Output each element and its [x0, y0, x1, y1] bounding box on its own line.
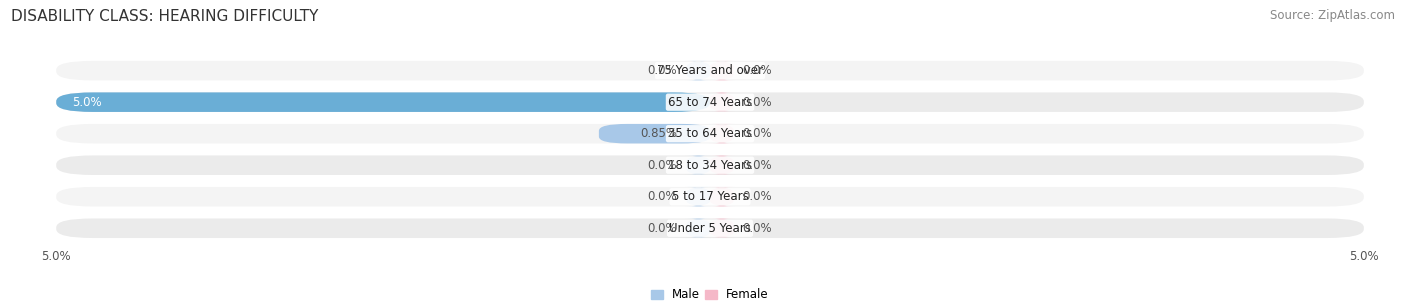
Text: 0.0%: 0.0%: [648, 190, 678, 203]
FancyBboxPatch shape: [56, 187, 1364, 206]
Text: Under 5 Years: Under 5 Years: [669, 222, 751, 235]
FancyBboxPatch shape: [599, 124, 710, 143]
Text: 75 Years and over: 75 Years and over: [657, 64, 763, 77]
Text: 18 to 34 Years: 18 to 34 Years: [668, 159, 752, 172]
Text: 0.0%: 0.0%: [742, 190, 772, 203]
FancyBboxPatch shape: [686, 61, 711, 81]
Text: 0.0%: 0.0%: [648, 159, 678, 172]
FancyBboxPatch shape: [709, 218, 734, 238]
Text: DISABILITY CLASS: HEARING DIFFICULTY: DISABILITY CLASS: HEARING DIFFICULTY: [11, 9, 319, 24]
Text: 0.0%: 0.0%: [648, 64, 678, 77]
Text: 0.0%: 0.0%: [648, 222, 678, 235]
FancyBboxPatch shape: [686, 218, 711, 238]
FancyBboxPatch shape: [686, 187, 711, 206]
FancyBboxPatch shape: [709, 156, 734, 175]
FancyBboxPatch shape: [56, 156, 1364, 175]
FancyBboxPatch shape: [56, 61, 1364, 81]
Text: 0.0%: 0.0%: [742, 127, 772, 140]
FancyBboxPatch shape: [709, 124, 734, 143]
Text: 5.0%: 5.0%: [72, 96, 101, 109]
Text: 0.0%: 0.0%: [742, 96, 772, 109]
FancyBboxPatch shape: [56, 218, 1364, 238]
FancyBboxPatch shape: [686, 156, 711, 175]
Text: 0.0%: 0.0%: [742, 159, 772, 172]
FancyBboxPatch shape: [709, 187, 734, 206]
FancyBboxPatch shape: [56, 92, 1364, 112]
FancyBboxPatch shape: [56, 124, 1364, 143]
Text: 35 to 64 Years: 35 to 64 Years: [668, 127, 752, 140]
Text: Source: ZipAtlas.com: Source: ZipAtlas.com: [1270, 9, 1395, 22]
Text: 0.85%: 0.85%: [640, 127, 678, 140]
FancyBboxPatch shape: [709, 92, 734, 112]
Text: 0.0%: 0.0%: [742, 222, 772, 235]
Text: 65 to 74 Years: 65 to 74 Years: [668, 96, 752, 109]
Text: 0.0%: 0.0%: [742, 64, 772, 77]
FancyBboxPatch shape: [709, 61, 734, 81]
Legend: Male, Female: Male, Female: [647, 284, 773, 305]
FancyBboxPatch shape: [56, 92, 710, 112]
Text: 5 to 17 Years: 5 to 17 Years: [672, 190, 748, 203]
